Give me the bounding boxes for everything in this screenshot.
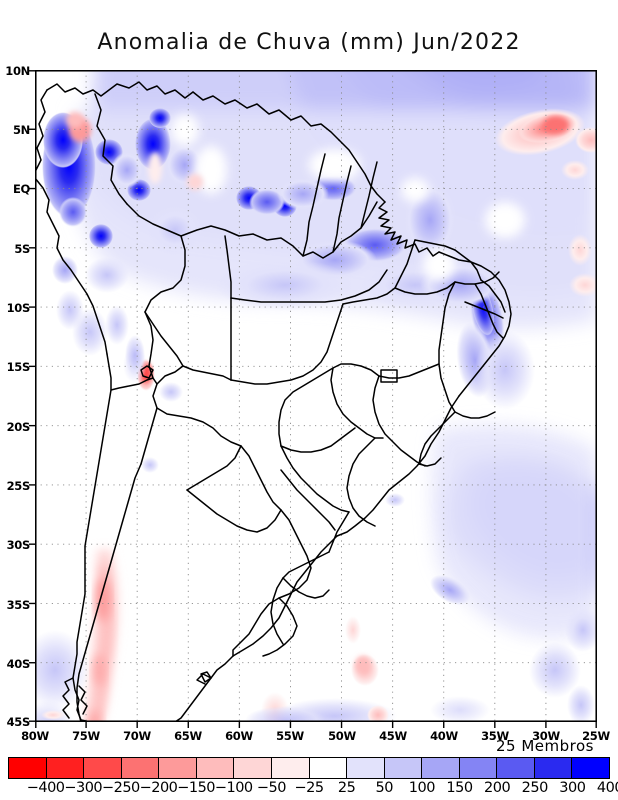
- colorbar-cell: [534, 758, 573, 778]
- far-south-wet-patches: [35, 608, 597, 722]
- y-tick-label: 5S: [14, 242, 30, 256]
- map-plot-area: [29, 70, 597, 728]
- colorbar-tick-label: 150: [446, 780, 473, 796]
- y-tick-label: 45S: [6, 715, 31, 729]
- x-tick-label: 50W: [328, 729, 356, 743]
- sw-atlantic-dry-patches: [41, 616, 389, 722]
- y-tick-label: 25S: [6, 479, 31, 493]
- colorbar-tick-label: −25: [294, 780, 324, 796]
- andes-wet-streaks: [56, 290, 183, 402]
- colorbar-tick-label: 25: [337, 780, 356, 796]
- anomaly-field: [35, 70, 597, 722]
- x-tick-label: 70W: [123, 729, 151, 743]
- colorbar-tick-label: −100: [214, 780, 253, 796]
- colorbar-cell: [234, 758, 272, 778]
- colorbar-cell: [159, 758, 197, 778]
- colorbar-cell: [271, 758, 310, 778]
- colorbar-cell: [497, 758, 535, 778]
- colorbar-tick-label: 50: [375, 780, 394, 796]
- colorbar: [8, 757, 610, 779]
- x-tick-label: 40W: [430, 729, 458, 743]
- colorbar-cell: [422, 758, 460, 778]
- colorbar-cell: [572, 758, 609, 778]
- x-tick-label: 35W: [481, 729, 509, 743]
- anomaly-map-svg: [35, 70, 597, 722]
- colorbar-tick-label: 100: [408, 780, 436, 796]
- page-title: Anomalia de Chuva (mm) Jun/2022: [97, 30, 521, 55]
- north-amazon-wet-cores: [215, 175, 470, 311]
- y-tick-label: EQ: [12, 182, 30, 196]
- y-tick-label: 40S: [6, 657, 31, 671]
- y-tick-label: 15S: [6, 360, 31, 374]
- colorbar-cell: [9, 758, 47, 778]
- colorbar-cell: [384, 758, 423, 778]
- x-tick-label: 60W: [225, 729, 253, 743]
- y-tick-label: 10N: [5, 64, 30, 78]
- colorbar-cell: [309, 758, 348, 778]
- colorbar-cell: [121, 758, 160, 778]
- colorbar-cell: [46, 758, 85, 778]
- plot-frame: [35, 70, 597, 722]
- colorbar-cell: [84, 758, 122, 778]
- colorbar-tick-label: −200: [139, 780, 178, 796]
- y-tick-marks: [29, 70, 35, 722]
- x-tick-label: 80W: [21, 729, 49, 743]
- colorbar-tick-label: −150: [177, 780, 216, 796]
- x-tick-label: 45W: [379, 729, 407, 743]
- colorbar-tick-label: 250: [521, 780, 549, 796]
- x-tick-label: 55W: [276, 729, 304, 743]
- colorbar-cell: [347, 758, 385, 778]
- y-tick-label: 30S: [6, 538, 31, 552]
- x-tick-label: 65W: [174, 729, 202, 743]
- colorbar-tick-label: −250: [101, 780, 140, 796]
- colorbar-tick-label: −400: [26, 780, 65, 796]
- coastline-borders: [35, 81, 512, 722]
- tropical-atlantic-dry-core: [494, 108, 597, 297]
- x-tick-label: 75W: [72, 729, 100, 743]
- y-tick-label: 5N: [12, 123, 30, 137]
- colorbar-tick-label: 400: [596, 780, 618, 796]
- colorbar-cell: [196, 758, 235, 778]
- colorbar-tick-label: −50: [256, 780, 287, 796]
- colorbar-cell: [459, 758, 498, 778]
- x-tick-label: 25W: [582, 729, 610, 743]
- y-tick-label: 20S: [6, 420, 31, 434]
- south-atlantic-wet-band: [141, 424, 597, 639]
- colorbar-tick-label: −300: [64, 780, 103, 796]
- x-tick-label: 30W: [532, 729, 560, 743]
- colorbar-tick-label: 300: [559, 780, 586, 796]
- colorbar-tick-label: 200: [484, 780, 511, 796]
- colorbar-labels: −400 −300 −250 −200 −150 −100 −50 −25 25 50 100 150…: [8, 780, 618, 798]
- y-tick-label: 35S: [6, 598, 31, 612]
- x-tick-marks: [35, 722, 597, 728]
- y-tick-label: 10S: [6, 301, 31, 315]
- ensemble-members-label: 25 Membros: [496, 737, 594, 755]
